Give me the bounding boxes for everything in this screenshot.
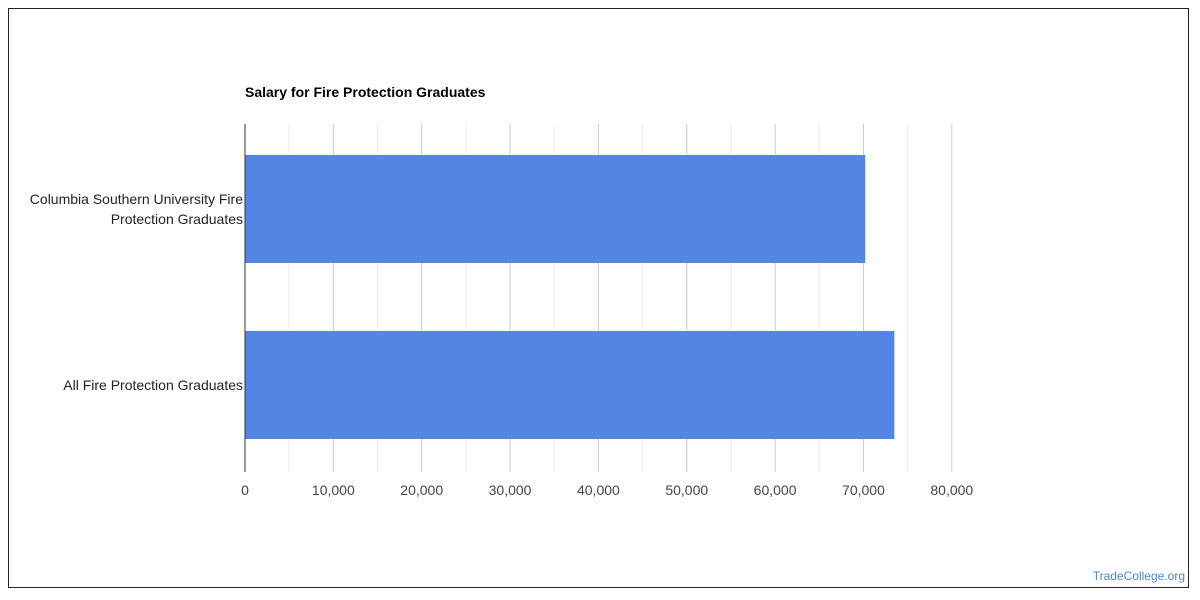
x-tick-label: 30,000 bbox=[489, 482, 532, 498]
x-tick-label: 60,000 bbox=[754, 482, 797, 498]
bars bbox=[245, 155, 895, 439]
labels: Columbia Southern University Fire Protect… bbox=[30, 191, 974, 498]
chart-title: Salary for Fire Protection Graduates bbox=[245, 84, 486, 100]
x-tick-label: 50,000 bbox=[665, 482, 708, 498]
x-tick-label: 40,000 bbox=[577, 482, 620, 498]
source-credit[interactable]: TradeCollege.org bbox=[1092, 569, 1185, 583]
bar-1[interactable] bbox=[245, 331, 895, 439]
x-tick-label: 20,000 bbox=[400, 482, 443, 498]
x-tick-label: 10,000 bbox=[312, 482, 355, 498]
x-tick-label: 0 bbox=[241, 482, 249, 498]
x-tick-label: 70,000 bbox=[842, 482, 885, 498]
x-tick-label: 80,000 bbox=[930, 482, 973, 498]
category-label-1: All Fire Protection Graduates bbox=[63, 377, 243, 393]
category-label-0: Columbia Southern University Fire Protect… bbox=[30, 191, 243, 227]
bar-0[interactable] bbox=[245, 155, 866, 263]
